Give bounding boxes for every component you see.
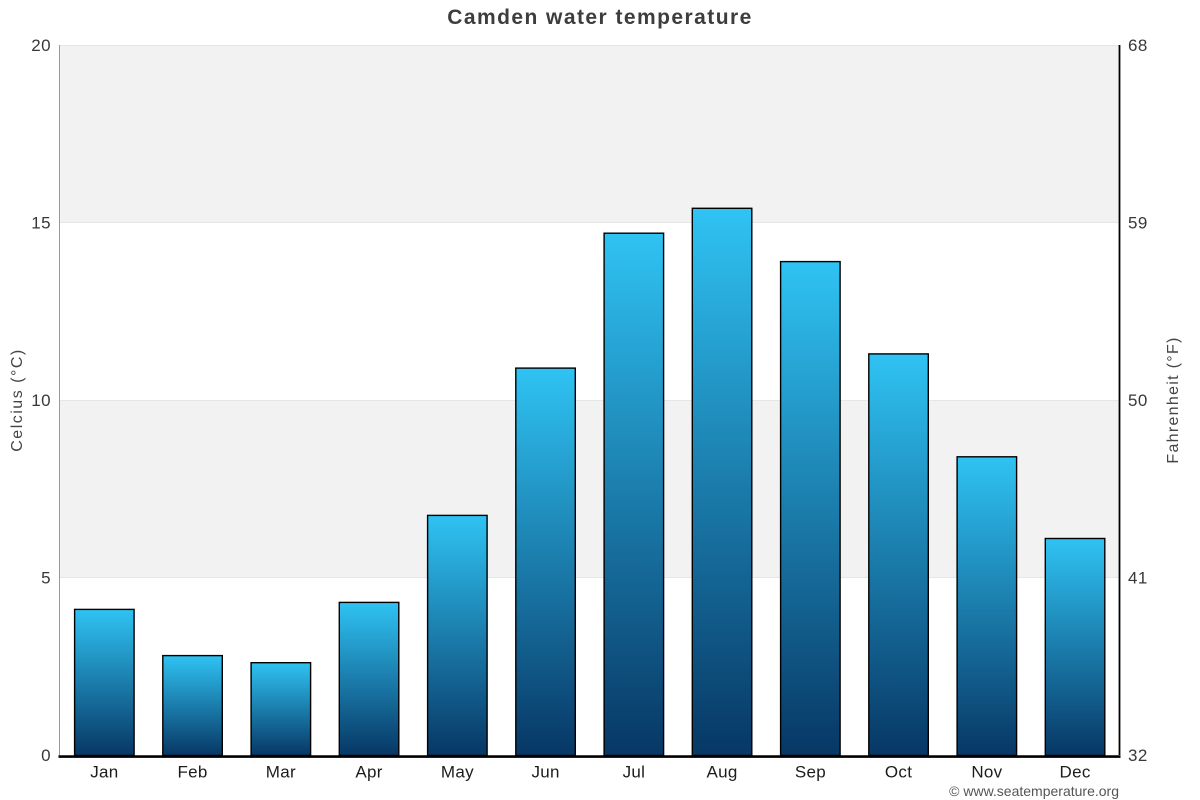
svg-text:59: 59 [1128,214,1148,233]
svg-text:Jan: Jan [90,762,118,781]
svg-text:Jun: Jun [531,762,559,781]
svg-text:Apr: Apr [355,762,382,781]
svg-text:Camden water temperature: Camden water temperature [447,6,753,29]
svg-text:50: 50 [1128,391,1148,410]
svg-text:May: May [441,762,474,781]
svg-text:Jul: Jul [623,762,646,781]
svg-text:Celcius (°C): Celcius (°C) [9,348,26,452]
svg-text:Sep: Sep [795,762,826,781]
svg-text:68: 68 [1128,36,1148,55]
svg-text:15: 15 [31,214,51,233]
svg-text:Oct: Oct [885,762,912,781]
svg-text:© www.seatemperature.org: © www.seatemperature.org [949,783,1119,799]
svg-text:Nov: Nov [971,762,1002,781]
svg-text:Fahrenheit (°F): Fahrenheit (°F) [1165,336,1182,463]
svg-text:0: 0 [41,746,51,765]
svg-text:Feb: Feb [177,762,207,781]
svg-text:20: 20 [31,36,51,55]
svg-text:10: 10 [31,391,51,410]
svg-text:Aug: Aug [707,762,738,781]
svg-text:32: 32 [1128,746,1148,765]
svg-text:41: 41 [1128,569,1148,588]
svg-text:5: 5 [41,569,51,588]
svg-text:Dec: Dec [1060,762,1091,781]
svg-text:Mar: Mar [266,762,296,781]
